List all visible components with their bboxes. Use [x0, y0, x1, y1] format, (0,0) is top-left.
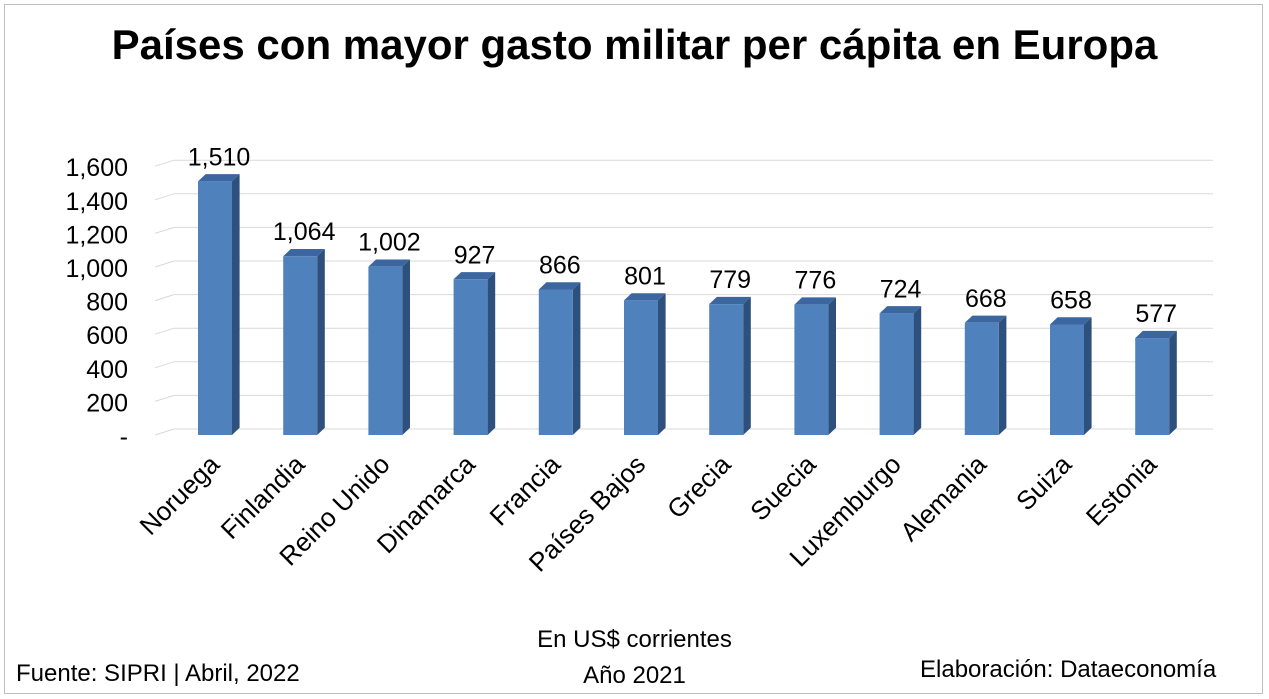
- x-tick-label: Francia: [484, 449, 567, 532]
- bar-side: [487, 272, 496, 435]
- gridline-depth: [154, 394, 175, 402]
- gridline-depth: [154, 327, 175, 335]
- x-tick-label: Noruega: [134, 449, 226, 541]
- bar: [538, 289, 573, 435]
- x-tick-label: Suecia: [744, 449, 822, 527]
- bar: [964, 322, 999, 435]
- bar-top: [538, 282, 581, 290]
- y-tick-label: 1,400: [65, 188, 128, 216]
- data-label: 724: [880, 275, 922, 303]
- credit-note: Elaboración: Dataeconomía: [920, 656, 1217, 683]
- bar: [283, 256, 318, 435]
- data-label: 866: [539, 252, 581, 280]
- chart-title: Países con mayor gasto militar per cápit…: [111, 21, 1158, 68]
- data-label: 1,002: [358, 229, 421, 257]
- bar-side: [998, 315, 1007, 435]
- bar-top: [964, 315, 1007, 323]
- bar-side: [402, 259, 410, 435]
- data-label: 801: [624, 262, 666, 290]
- source-note: Fuente: SIPRI | Abril, 2022: [16, 660, 300, 687]
- gridline-depth: [154, 361, 175, 369]
- bar-side: [913, 306, 922, 435]
- data-label: 1,064: [273, 218, 336, 246]
- data-label: 779: [709, 266, 751, 294]
- bar-side: [828, 297, 836, 435]
- bar: [624, 300, 658, 435]
- y-tick-label: 400: [86, 356, 128, 384]
- bar: [1135, 338, 1170, 435]
- x-tick-label: Estonia: [1080, 449, 1163, 532]
- y-tick-label: 1,600: [65, 154, 128, 182]
- bar: [794, 304, 829, 435]
- y-tick-label: 1,200: [65, 221, 128, 249]
- gridline-depth: [154, 193, 175, 201]
- data-label: 658: [1050, 286, 1092, 314]
- bar-top: [368, 259, 410, 267]
- y-tick-label: 1,000: [65, 255, 128, 283]
- y-tick-label: 800: [86, 289, 128, 317]
- unit-note: En US$ corrientes: [537, 626, 732, 653]
- y-tick-label: 600: [86, 322, 128, 350]
- bar: [198, 181, 232, 435]
- x-tick-label: Grecia: [661, 449, 737, 525]
- bar-top: [879, 306, 922, 314]
- bar-side: [1169, 330, 1177, 435]
- bar-side: [232, 174, 240, 435]
- x-tick-label: Alemania: [894, 449, 992, 547]
- bar-top: [709, 296, 751, 305]
- gridline-depth: [154, 428, 175, 436]
- bar-side: [572, 282, 581, 435]
- data-label: 577: [1135, 300, 1177, 328]
- bar-top: [283, 249, 325, 257]
- bar-side: [317, 249, 325, 435]
- bar-side: [1084, 317, 1092, 435]
- bar: [368, 266, 403, 435]
- bar-top: [794, 297, 836, 305]
- gridline-depth: [154, 226, 175, 234]
- data-label: 927: [454, 241, 496, 269]
- bar-side: [743, 296, 751, 435]
- data-label: 668: [965, 285, 1007, 313]
- gridline-depth: [154, 159, 175, 167]
- bar-side: [658, 293, 666, 435]
- gridline-depth: [154, 260, 175, 268]
- bar-top: [624, 293, 666, 301]
- data-label: 1,510: [188, 143, 251, 171]
- bar-top: [1050, 317, 1092, 325]
- y-tick-label: 200: [86, 389, 128, 417]
- bar-top: [198, 174, 240, 182]
- bar: [1050, 324, 1084, 435]
- bar: [709, 304, 744, 435]
- x-tick-label: Suiza: [1010, 449, 1078, 517]
- bar: [453, 279, 488, 435]
- bar-top: [1135, 330, 1177, 339]
- y-tick-label: -: [120, 423, 128, 451]
- bar-top: [453, 272, 496, 280]
- bar: [879, 313, 914, 435]
- year-note: Año 2021: [583, 662, 686, 689]
- gridline-depth: [154, 294, 175, 302]
- data-label: 776: [795, 267, 837, 295]
